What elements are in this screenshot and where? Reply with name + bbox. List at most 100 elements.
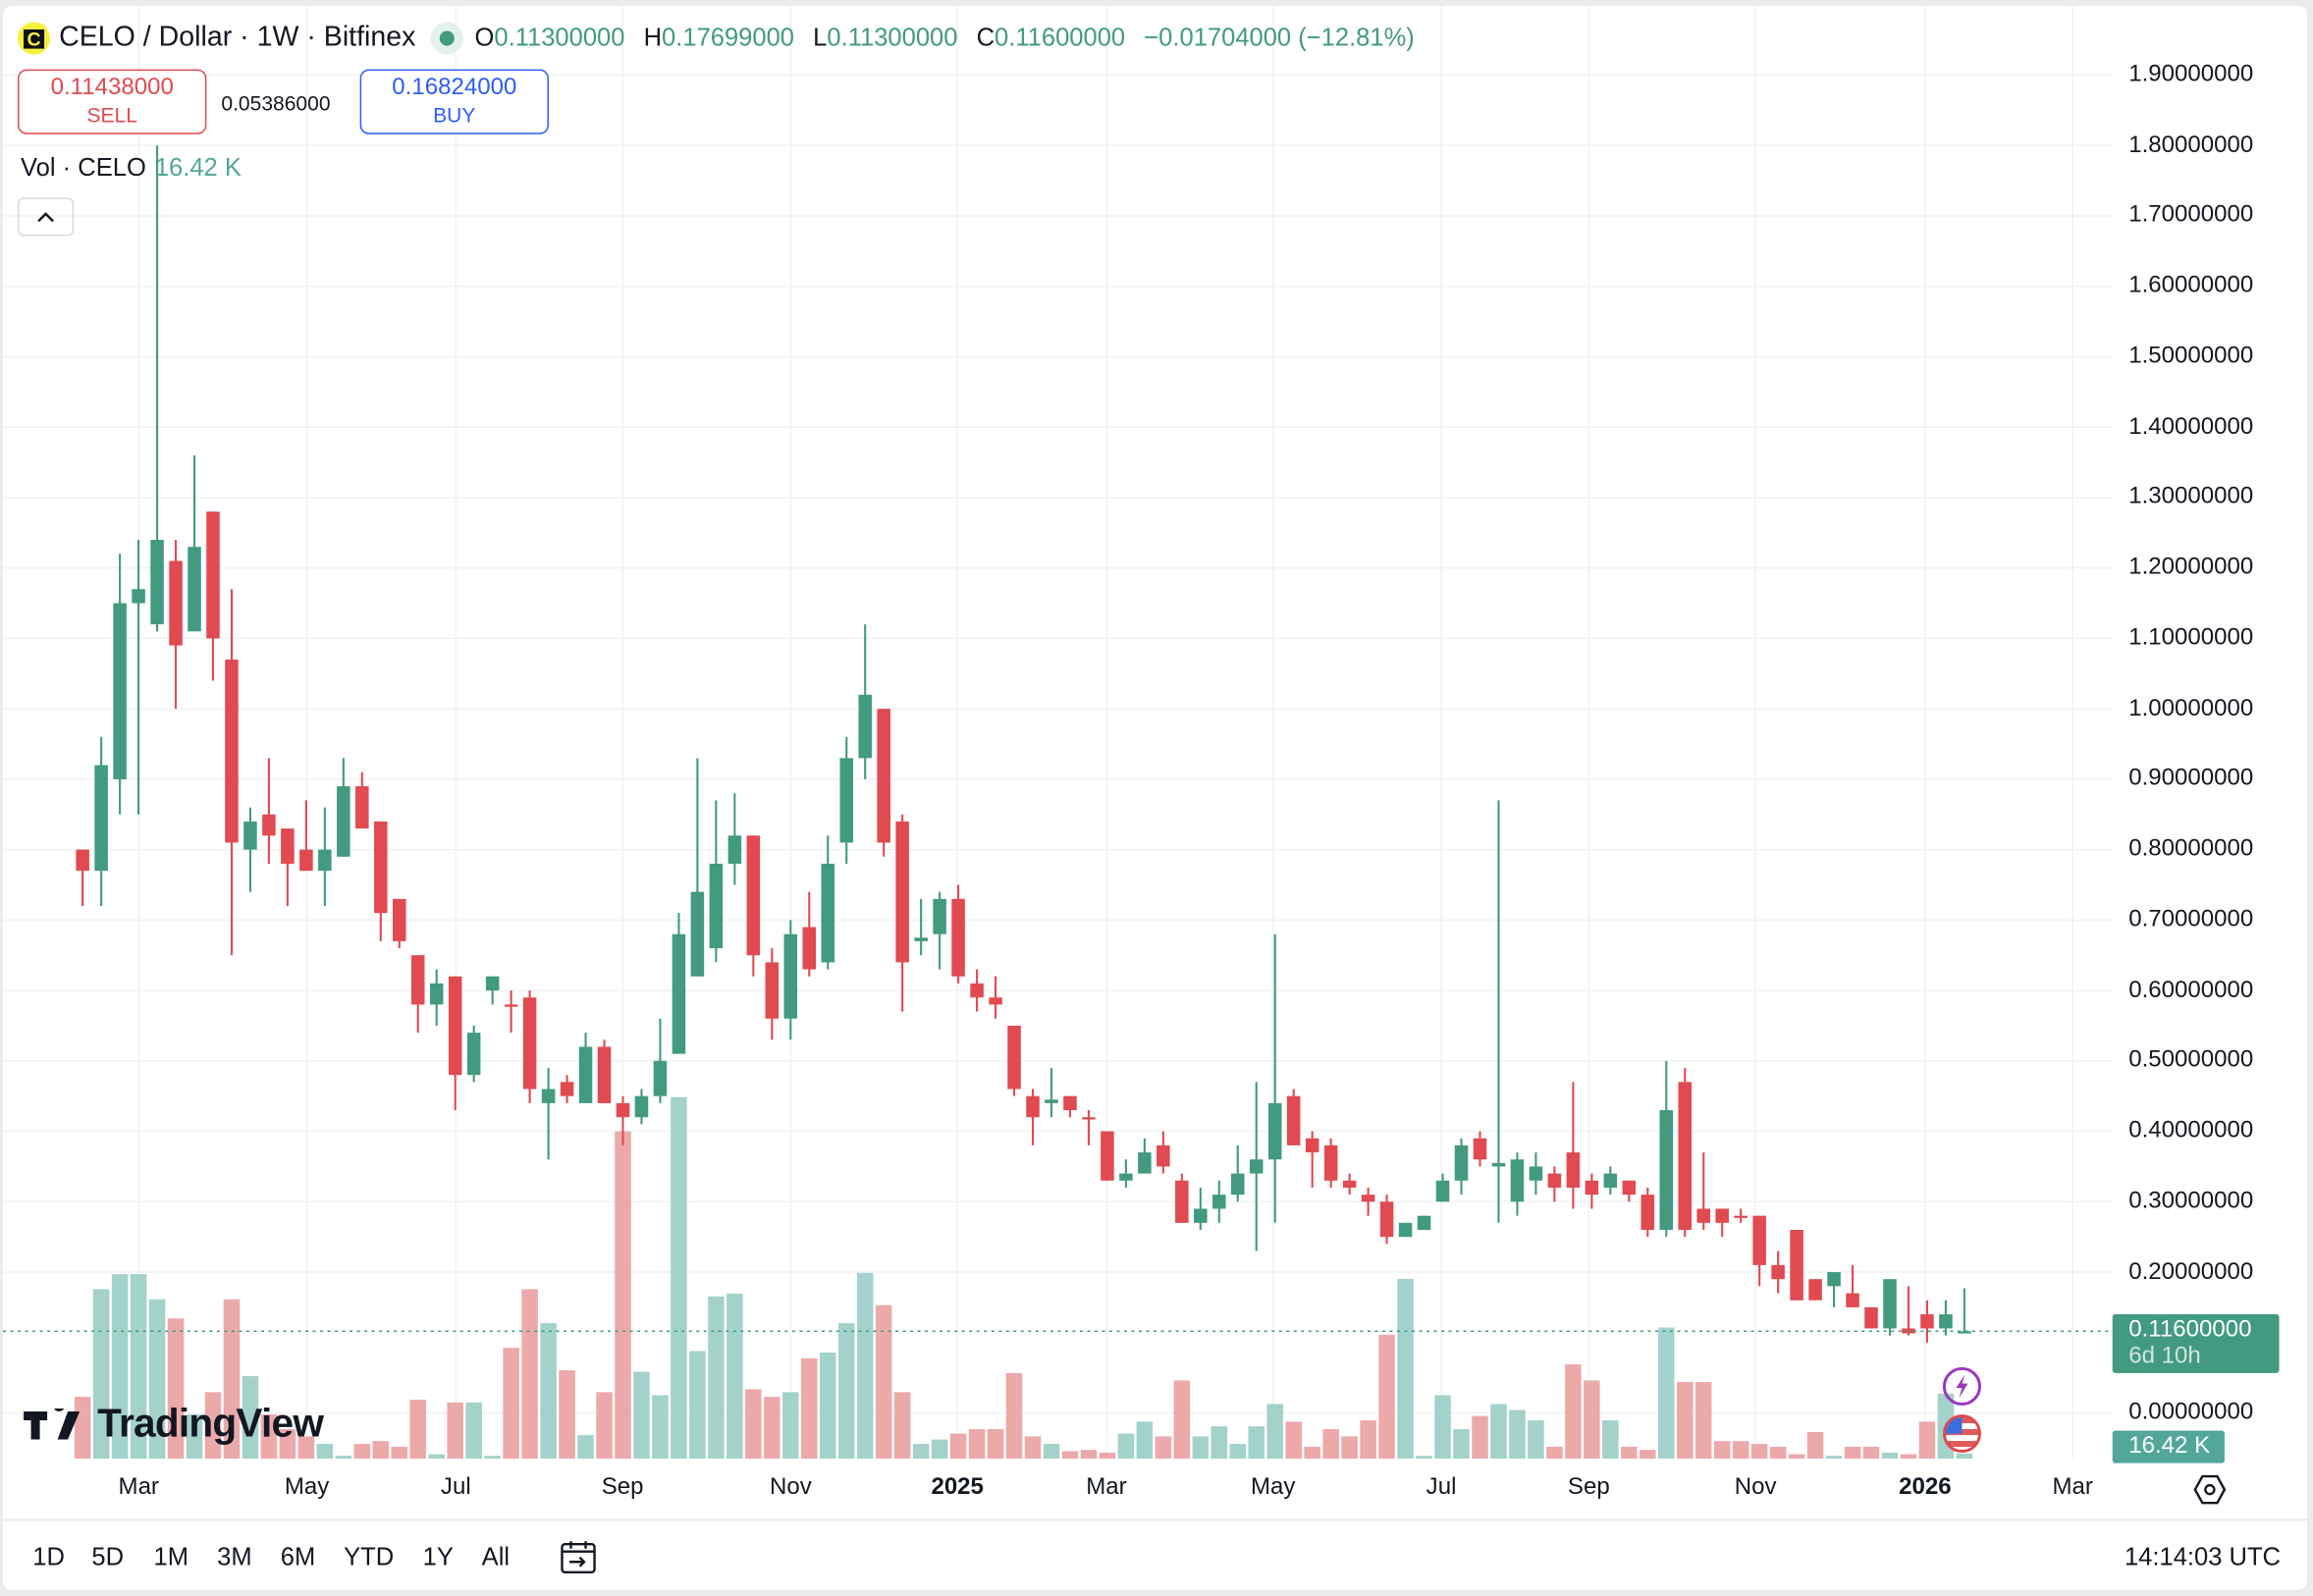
volume-bar [447,1402,463,1460]
clock[interactable]: 14:14:03 UTC [2124,1542,2282,1571]
calendar-goto-date-icon[interactable] [558,1538,599,1576]
volume-legend[interactable]: Vol · CELO 16.42 K [21,153,242,183]
time-tick-label: Nov [1734,1474,1777,1501]
period-button-all[interactable]: All [481,1542,511,1571]
volume-bar [764,1397,780,1460]
volume-bar [1248,1426,1265,1460]
volume-bar [540,1322,557,1460]
candle-body [1827,1272,1841,1287]
volume-bar [279,1429,296,1460]
candle-body [374,821,388,914]
time-tick-label: Jul [440,1474,471,1501]
volume-bar [819,1353,836,1460]
ohlc-values: O0.11300000 H0.17699000 L0.11300000 C0.1… [474,24,1415,52]
volume-bar [1732,1441,1749,1460]
volume-bar [837,1322,855,1460]
volume-bar [1956,1453,1973,1460]
volume-bar [1825,1456,1843,1460]
settings-icon[interactable] [2192,1472,2228,1508]
volume-bar [503,1348,519,1460]
us-flag-event-icon[interactable] [1942,1413,1981,1454]
price-tick-label: 1.40000000 [2128,413,2254,440]
volume-bar [391,1446,408,1460]
change-value: −0.01704000 (−12.81%) [1144,24,1415,52]
celo-logo-icon: C [18,22,51,55]
volume-bar [1453,1429,1470,1460]
buy-label: BUY [433,103,476,128]
volume-bar [1136,1421,1154,1460]
volume-bar [652,1395,669,1460]
candle-body [690,891,705,977]
period-button-1m[interactable]: 1M [153,1542,189,1571]
candle-body [1082,1117,1096,1120]
candle-body [765,962,780,1019]
candle-body [188,547,201,632]
time-tick-label: 2026 [1899,1474,1952,1501]
period-button-1d[interactable]: 1D [32,1542,65,1571]
candle-body [839,758,853,843]
market-status-icon[interactable] [430,22,463,55]
volume-bar [428,1454,445,1460]
volume-bar [1341,1436,1358,1460]
period-button-3m[interactable]: 3M [217,1542,252,1571]
candle-body [132,589,145,604]
candle-body [1138,1152,1152,1174]
volume-bar [1061,1451,1079,1460]
candle-body [1119,1173,1133,1181]
candle-body [653,1060,668,1096]
price-tick-label: 1.00000000 [2128,695,2254,721]
period-button-6m[interactable]: 6M [280,1542,316,1571]
sell-button[interactable]: 0.11438000 SELL [18,69,207,134]
volume-bar [987,1429,1004,1460]
volume-bar [559,1369,575,1460]
price-tick-label: 1.90000000 [2128,62,2254,87]
candle-body [1864,1306,1878,1329]
volume-bar [465,1402,482,1460]
candle-body [1435,1180,1450,1202]
candle-body [1566,1152,1581,1188]
time-tick-label: Jul [1425,1474,1457,1501]
bottom-toolbar: 1D 5D 1M 3M 6M YTD 1Y All 14:14:03 UTC [3,1518,2308,1590]
volume-bar [875,1304,892,1460]
volume-badge: 16.42 K [2112,1430,2225,1463]
volume-bar [931,1439,948,1460]
period-button-1y[interactable]: 1Y [422,1542,454,1571]
candle-body [1398,1222,1413,1238]
candle-body [150,539,164,625]
candle-body [299,849,313,872]
collapse-legend-button[interactable] [18,197,75,237]
candle-body [206,511,220,639]
candle-body [541,1089,556,1103]
time-tick-label: Sep [1567,1474,1610,1501]
tradingview-logo[interactable]: TradingView [24,1401,324,1447]
lightning-event-icon[interactable] [1942,1366,1981,1406]
chevron-up-icon [37,212,54,223]
price-tick-label: 1.70000000 [2128,202,2254,229]
candle-body [970,983,984,998]
last-price-badge: 0.11600000 6d 10h [2112,1313,2280,1373]
candle-body [1491,1162,1506,1167]
price-chart[interactable] [3,6,2307,1481]
volume-bar [708,1296,725,1460]
buy-button[interactable]: 0.16824000 BUY [359,69,549,134]
price-tick-label: 1.10000000 [2128,624,2254,651]
period-button-ytd[interactable]: YTD [344,1542,395,1571]
candle-body [951,898,965,977]
volume-label: Vol · CELO [21,153,146,182]
volume-bar [1117,1433,1135,1460]
volume-bar [1490,1404,1507,1460]
volume-bar [1657,1327,1675,1460]
candle-body [1045,1099,1058,1103]
volume-bar [1173,1380,1191,1460]
volume-bar [297,1436,315,1460]
volume-bar [633,1371,650,1460]
candle-body [1007,1025,1021,1090]
symbol-legend: C CELO / Dollar · 1W · Bitfinex O0.11300… [18,21,1426,56]
volume-bar [1043,1444,1060,1460]
symbol-title[interactable]: CELO / Dollar · 1W · Bitfinex [59,22,416,54]
price-tick-label: 0.50000000 [2128,1047,2254,1073]
candle-body [1212,1195,1226,1209]
volume-bar [1322,1429,1339,1460]
period-button-5d[interactable]: 5D [91,1542,125,1571]
candle-body [634,1095,649,1118]
